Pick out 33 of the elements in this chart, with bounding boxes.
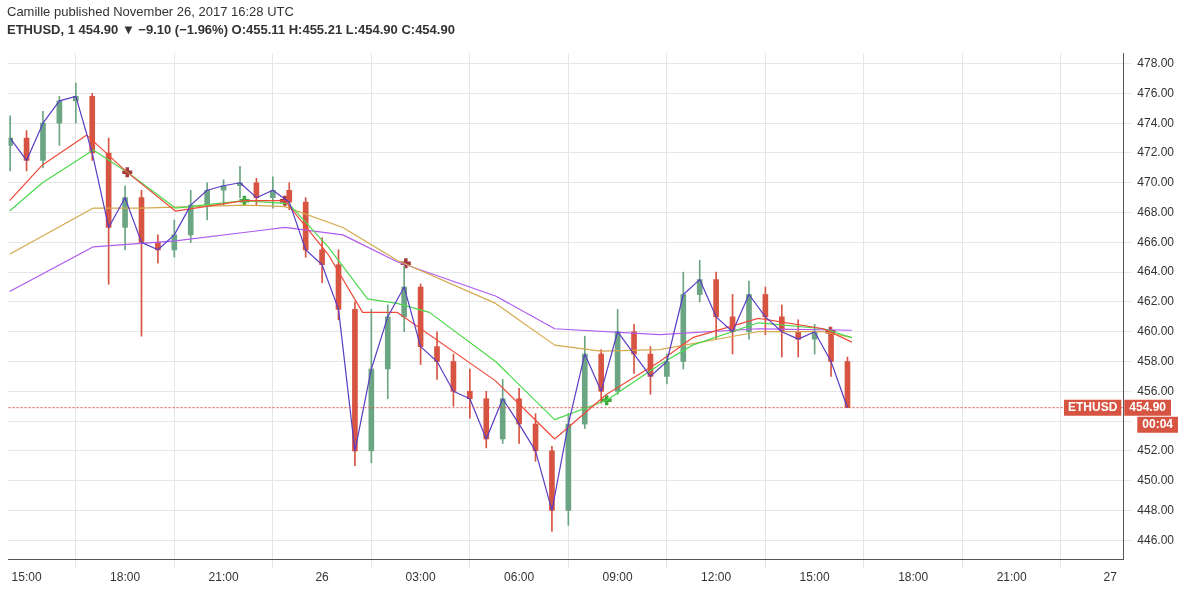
- y-tick-label: 446.00: [1137, 532, 1175, 547]
- y-tick-label: 470.00: [1137, 175, 1175, 190]
- y-tick-label: 460.00: [1137, 324, 1175, 339]
- y-tick-label: 448.00: [1137, 502, 1175, 517]
- y-tick-label: 468.00: [1137, 204, 1175, 219]
- y-tick-label: 476.00: [1137, 85, 1175, 100]
- text: 454.90: [1129, 399, 1167, 414]
- y-tick-label: 456.00: [1137, 383, 1175, 398]
- y-tick-label: 474.00: [1137, 115, 1175, 130]
- x-tick-label: 27: [1103, 570, 1118, 585]
- text: 00:04: [1142, 416, 1174, 431]
- x-tick-label: 26: [315, 570, 330, 585]
- x-tick-label: 09:00: [602, 570, 633, 585]
- x-tick-label: 21:00: [208, 570, 239, 585]
- y-tick-label: 452.00: [1137, 443, 1175, 458]
- x-tick-label: 21:00: [996, 570, 1027, 585]
- y-tick-label: 462.00: [1137, 294, 1175, 309]
- chart-subtitle: ETHUSD, 1 454.90 ▼ −9.10 (−1.96%) O:455.11 H:455.21 L:454.90 C:454.90: [7, 22, 455, 37]
- x-tick-label: 15:00: [799, 570, 830, 585]
- y-tick-label: 472.00: [1137, 145, 1175, 160]
- y-tick-label: 466.00: [1137, 234, 1175, 249]
- y-tick-label: 478.00: [1137, 55, 1175, 70]
- x-tick-label: 12:00: [701, 570, 732, 585]
- ref-line-label: ETHUSD: [1067, 399, 1118, 414]
- y-tick-label: 464.00: [1137, 264, 1175, 279]
- x-tick-label: 15:00: [11, 570, 42, 585]
- x-tick-label: 03:00: [405, 570, 436, 585]
- x-tick-label: 18:00: [110, 570, 141, 585]
- x-tick-label: 18:00: [898, 570, 929, 585]
- x-tick-label: 06:00: [504, 570, 535, 585]
- y-tick-label: 450.00: [1137, 472, 1175, 487]
- chart-title: Camille published November 26, 2017 16:28 UTC: [7, 4, 294, 19]
- y-tick-label: 458.00: [1137, 353, 1175, 368]
